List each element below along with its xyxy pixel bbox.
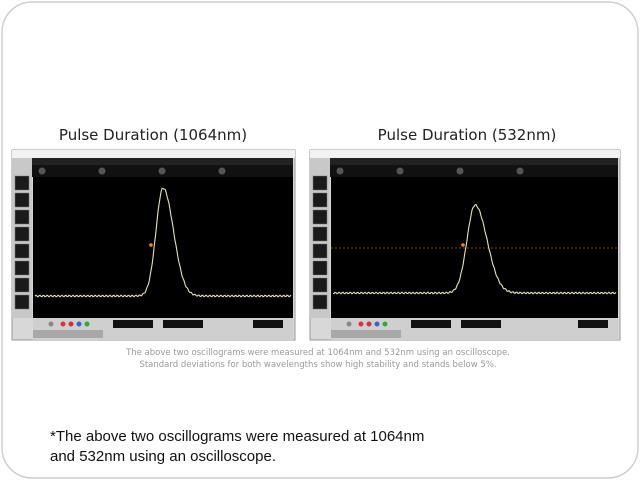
side-icon	[14, 277, 30, 293]
bottom-button	[366, 321, 372, 327]
bottom-button	[60, 321, 66, 327]
caption-line: The above two oscillograms were measured…	[125, 348, 510, 358]
scope-screen	[331, 177, 618, 318]
status-bar	[32, 158, 293, 165]
bottom-button	[346, 321, 352, 327]
channel-knob	[38, 167, 46, 175]
pulse-trace	[332, 203, 617, 295]
side-icon	[14, 243, 30, 259]
status-bar	[330, 158, 618, 165]
bottom-button	[84, 321, 90, 327]
bottom-field	[253, 320, 283, 328]
menu-bar	[310, 150, 620, 158]
marker	[149, 243, 153, 247]
tab-strip	[331, 330, 401, 338]
channel-knob	[456, 167, 464, 175]
bottom-button	[48, 321, 54, 327]
bottom-button	[382, 321, 388, 327]
pulse-trace	[34, 187, 292, 298]
marker	[461, 243, 465, 247]
side-icon	[14, 175, 30, 191]
side-icon	[312, 175, 328, 191]
bottom-field	[163, 320, 203, 328]
channel-knob	[516, 167, 524, 175]
side-icon	[312, 209, 328, 225]
channel-knob	[336, 167, 344, 175]
side-icon	[312, 243, 328, 259]
panel-title: Pulse Duration (532nm)	[378, 126, 557, 144]
scope-screen	[33, 177, 293, 318]
oscilloscope	[11, 149, 296, 341]
side-icon	[312, 226, 328, 242]
side-icon	[14, 192, 30, 208]
bottom-button	[374, 321, 380, 327]
bottom-button	[76, 321, 82, 327]
bottom-field	[113, 320, 153, 328]
menu-bar	[12, 150, 295, 158]
side-icon	[312, 260, 328, 276]
tool-row	[330, 165, 618, 177]
side-icon	[14, 209, 30, 225]
side-icon	[312, 277, 328, 293]
side-icon	[14, 294, 30, 310]
bottom-button	[358, 321, 364, 327]
channel-knob	[218, 167, 226, 175]
panel-title: Pulse Duration (1064nm)	[59, 126, 247, 144]
bottom-field	[411, 320, 451, 328]
oscillograms	[11, 149, 621, 341]
side-icon	[14, 226, 30, 242]
footnote-line: *The above two oscillograms were measure…	[50, 428, 424, 445]
bottom-button	[68, 321, 74, 327]
oscilloscope	[309, 149, 621, 341]
side-icon	[312, 192, 328, 208]
channel-knob	[396, 167, 404, 175]
tab-strip	[33, 330, 103, 338]
side-icon	[312, 294, 328, 310]
footnote-line: and 532nm using an oscilloscope.	[50, 448, 276, 465]
side-icon	[14, 260, 30, 276]
channel-knob	[98, 167, 106, 175]
bottom-field	[578, 320, 608, 328]
bottom-field	[461, 320, 501, 328]
channel-knob	[158, 167, 166, 175]
caption-line: Standard deviations for both wavelengths…	[139, 360, 496, 370]
bottom-bar	[331, 318, 618, 340]
